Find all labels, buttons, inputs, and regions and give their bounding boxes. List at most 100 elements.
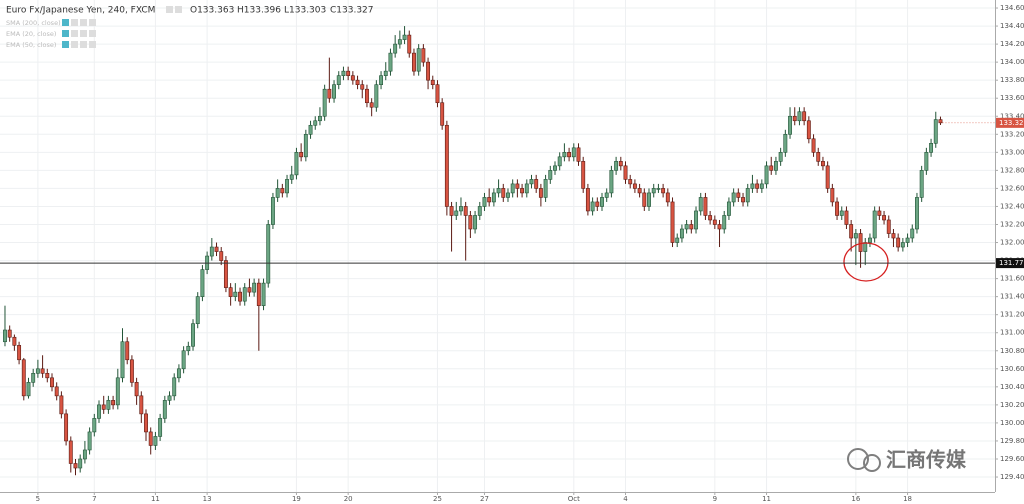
annotation-circle xyxy=(843,242,889,282)
candle-body xyxy=(703,197,708,216)
x-tick-label: Oct xyxy=(568,495,580,503)
y-tick-label: 129.600 xyxy=(1000,455,1024,463)
candle-body xyxy=(853,233,858,239)
indicator-buttons xyxy=(62,19,96,48)
button[interactable] xyxy=(166,6,173,13)
candle-body xyxy=(463,206,468,216)
button[interactable] xyxy=(71,30,78,37)
y-tick-label: 134.400 xyxy=(1000,22,1024,30)
button[interactable] xyxy=(89,30,96,37)
button[interactable] xyxy=(62,41,69,48)
candle-body xyxy=(238,291,242,302)
button[interactable] xyxy=(71,19,78,26)
last-price-badge xyxy=(996,117,1024,128)
button[interactable] xyxy=(89,41,96,48)
candle-body xyxy=(510,183,515,194)
button[interactable] xyxy=(80,41,87,48)
candle-body xyxy=(788,115,792,135)
candle-body xyxy=(520,188,525,194)
candle-body xyxy=(806,120,811,140)
candle-body xyxy=(233,291,238,297)
candle-body xyxy=(882,215,887,221)
candle-body xyxy=(581,161,586,189)
candle-body xyxy=(557,156,562,167)
button[interactable] xyxy=(89,19,96,26)
candle-body xyxy=(689,224,694,230)
candle-body xyxy=(759,183,764,189)
candle-body xyxy=(769,165,774,171)
candle-body xyxy=(280,188,285,194)
candle-body xyxy=(416,48,421,72)
candle-body xyxy=(50,377,54,388)
candle-body xyxy=(186,345,191,352)
candle-body xyxy=(444,124,449,207)
indicator-label: SMA (200, close) xyxy=(6,19,61,27)
candle-body xyxy=(910,228,915,239)
candle-body xyxy=(148,431,153,446)
candle-body xyxy=(252,282,257,293)
candle-body xyxy=(440,102,445,126)
candle-body xyxy=(726,201,731,216)
candle-body xyxy=(21,359,26,397)
x-tick-label: 5 xyxy=(36,495,40,503)
candle-body xyxy=(915,197,919,230)
candle-body xyxy=(129,359,134,383)
candle-body xyxy=(764,165,769,185)
candle-body xyxy=(82,449,87,460)
y-tick-label: 130.600 xyxy=(1000,365,1024,373)
candle-body xyxy=(346,70,351,76)
candle-body xyxy=(670,201,675,243)
button[interactable] xyxy=(71,41,78,48)
candle-body xyxy=(261,282,266,306)
hline-badge xyxy=(996,258,1024,269)
candle-body xyxy=(529,179,534,185)
y-tick-label: 133.000 xyxy=(1000,148,1024,156)
candle-body xyxy=(402,34,407,40)
button[interactable] xyxy=(80,30,87,37)
candle-body xyxy=(454,210,459,216)
button[interactable] xyxy=(62,19,69,26)
y-tick-label: 134.200 xyxy=(1000,40,1024,48)
candle-body xyxy=(576,147,581,162)
candle-body xyxy=(125,341,130,361)
candle-body xyxy=(379,75,384,85)
button[interactable] xyxy=(175,6,182,13)
candle-body xyxy=(600,197,604,207)
plot xyxy=(3,26,943,476)
candle-body xyxy=(64,413,69,442)
candle-body xyxy=(355,79,360,85)
candle-body xyxy=(731,192,736,203)
candle-body xyxy=(45,373,50,379)
candle-body xyxy=(755,183,760,189)
candle-body xyxy=(247,287,252,293)
candle-body xyxy=(139,395,144,415)
candle-body xyxy=(17,345,22,361)
candle-body xyxy=(303,133,308,158)
candle-body xyxy=(68,440,73,464)
candle-body xyxy=(684,224,689,230)
candle-body xyxy=(496,188,501,194)
candle-body xyxy=(449,206,454,216)
candle-body xyxy=(285,179,289,194)
candle-body xyxy=(553,165,557,171)
candle-body xyxy=(336,75,341,85)
candle-body xyxy=(176,368,181,379)
candle-body xyxy=(698,197,703,212)
candle-body xyxy=(407,34,412,54)
button[interactable] xyxy=(62,30,69,37)
candle-body xyxy=(97,404,101,419)
candle-body xyxy=(397,39,402,45)
candle-body xyxy=(618,161,623,167)
candle-body xyxy=(712,219,717,225)
candle-body xyxy=(628,179,633,185)
candle-body xyxy=(825,165,830,189)
candle-body xyxy=(821,161,825,167)
button[interactable] xyxy=(80,19,87,26)
candle-body xyxy=(567,152,572,158)
y-tick-label: 131.400 xyxy=(1000,293,1024,301)
candle-body xyxy=(872,210,877,239)
candle-body xyxy=(477,206,482,216)
candle-body xyxy=(294,152,299,176)
x-tick-label: 27 xyxy=(480,495,489,503)
